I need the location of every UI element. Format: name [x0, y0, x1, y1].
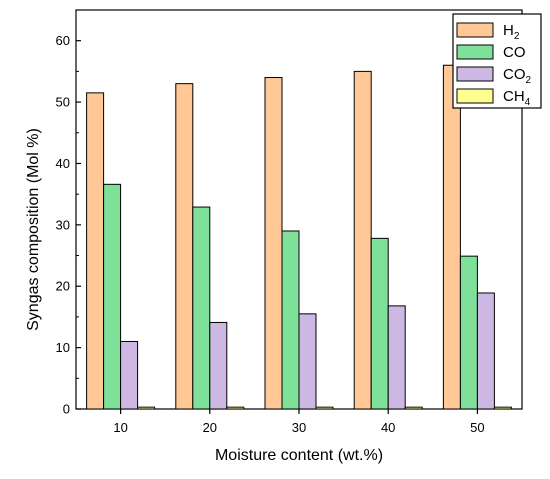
- bar-co-10: [103, 183, 122, 410]
- y-tick-label: 60: [56, 33, 70, 48]
- bar-ch4-30: [315, 406, 334, 410]
- x-tick-label: 30: [292, 420, 306, 435]
- bar-co2-50: [476, 292, 495, 410]
- y-tick-label: 50: [56, 95, 70, 110]
- legend-label: CO: [503, 44, 526, 61]
- bar-co2-40: [387, 305, 406, 410]
- bar-h2-10: [86, 92, 105, 410]
- y-tick-label: 0: [63, 402, 70, 417]
- y-axis: 0 10 20 30 40 50 60: [56, 33, 81, 417]
- x-tick-label: 20: [203, 420, 217, 435]
- bar-co2-30: [298, 313, 317, 410]
- legend-label: CH4: [503, 88, 531, 108]
- bar-ch4-50: [493, 406, 512, 410]
- y-tick-label: 10: [56, 340, 70, 355]
- legend-label: H2: [503, 22, 520, 42]
- bar-ch4-40: [404, 406, 423, 410]
- legend-swatch: [456, 44, 494, 60]
- x-axis: 10 20 30 40 50: [113, 409, 485, 435]
- legend-swatch: [456, 22, 494, 38]
- bar-ch4-10: [137, 406, 156, 410]
- x-tick-label: 40: [381, 420, 395, 435]
- legend-swatch: [456, 88, 494, 104]
- bar-co-30: [281, 230, 300, 410]
- bar-h2-20: [175, 83, 194, 410]
- bar-h2-50: [442, 64, 461, 410]
- x-tick-label: 10: [113, 420, 127, 435]
- bar-h2-40: [353, 70, 372, 410]
- bar-ch4-20: [226, 406, 245, 410]
- bars-layer: [86, 64, 512, 410]
- y-tick-label: 20: [56, 279, 70, 294]
- bar-co-20: [192, 206, 211, 410]
- bar-co2-20: [209, 321, 228, 410]
- legend-label: CO2: [503, 66, 532, 86]
- y-tick-label: 40: [56, 156, 70, 171]
- x-axis-label: Moisture content (wt.%): [215, 447, 383, 464]
- bar-co2-10: [120, 340, 139, 410]
- legend-swatch: [456, 66, 494, 82]
- bar-co-50: [459, 255, 478, 410]
- y-tick-label: 30: [56, 217, 70, 232]
- bar-co-40: [370, 237, 389, 410]
- x-tick-label: 50: [470, 420, 484, 435]
- bar-h2-30: [264, 77, 283, 410]
- y-axis-label: Syngas composition (Mol %): [25, 128, 42, 331]
